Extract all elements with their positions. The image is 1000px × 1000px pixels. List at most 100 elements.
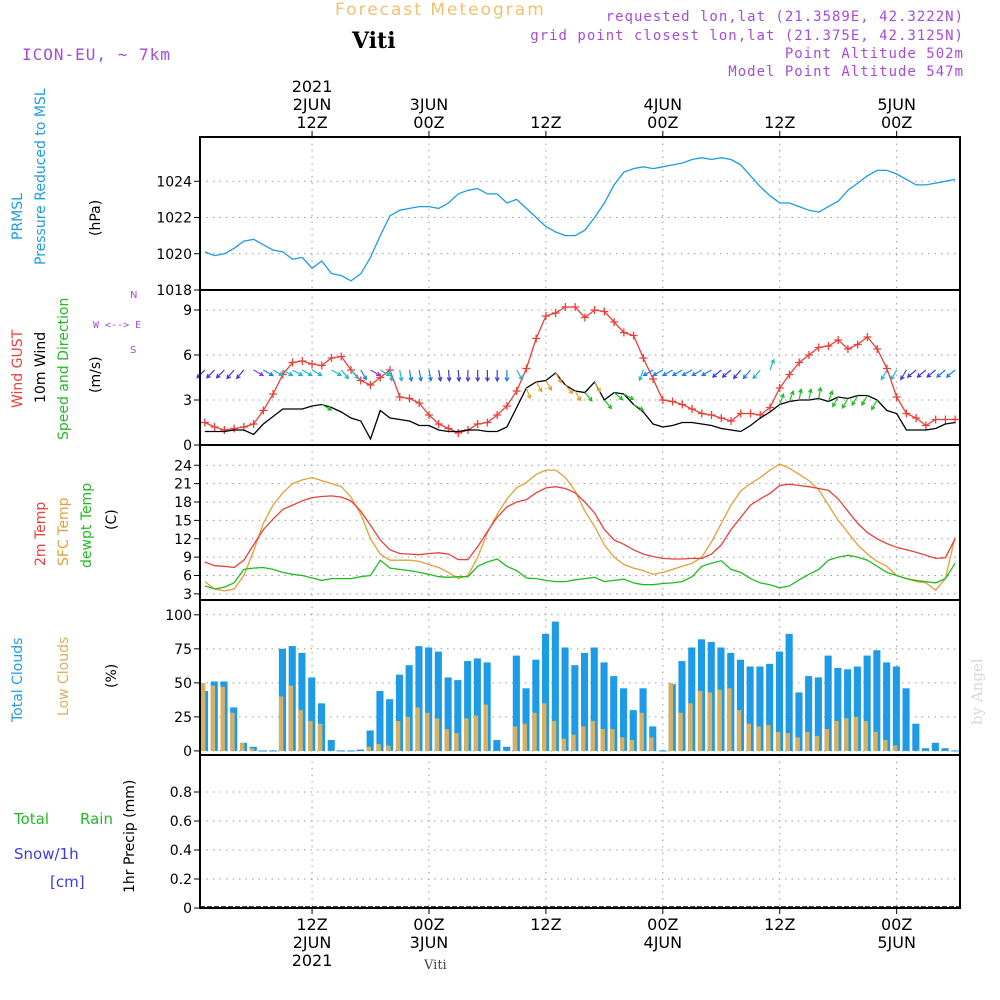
- wind-direction-arrow: [584, 392, 593, 402]
- low-cloud-bar: [230, 712, 235, 751]
- wind-direction-arrow: [525, 387, 532, 400]
- wind-direction-arrow: [638, 369, 644, 382]
- y-tick-label: 1018: [156, 283, 192, 299]
- low-cloud-bar: [551, 721, 557, 751]
- total-cloud-bar: [581, 652, 589, 751]
- y-tick-label: 75: [174, 642, 192, 658]
- gust-point: [571, 303, 580, 311]
- gust-point: [230, 424, 239, 433]
- wind-direction-arrow: [681, 369, 693, 377]
- low-cloud-bar: [278, 696, 284, 751]
- low-cloud-bar: [425, 712, 430, 751]
- wind-direction-arrow: [437, 369, 443, 383]
- low-cloud-bar: [590, 721, 596, 751]
- low-cloud-bar: [678, 712, 683, 751]
- total-cloud-bar: [473, 658, 481, 751]
- y-tick-label: 100: [165, 608, 192, 624]
- wind-direction-arrow: [360, 369, 367, 381]
- wind-direction-arrow: [465, 370, 471, 383]
- wind-direction-arrow: [398, 369, 404, 383]
- total-cloud-bar: [688, 647, 696, 751]
- bottom-time-label: 00Z: [881, 915, 912, 934]
- y-tick-label: 6: [183, 348, 192, 364]
- low-cloud-bar: [805, 731, 810, 751]
- gust-point: [639, 354, 648, 362]
- wind-direction-arrow: [446, 369, 452, 383]
- bottom-time-label: 4JUN: [644, 933, 683, 952]
- low-cloud-bar: [298, 710, 303, 751]
- wind-direction-arrow: [798, 387, 803, 401]
- gust-point: [200, 418, 209, 427]
- y-tick-label: 50: [174, 676, 192, 692]
- gust-point: [220, 426, 229, 434]
- low-cloud-bar: [561, 738, 566, 751]
- low-cloud-bar: [766, 725, 771, 751]
- total-cloud-bar: [366, 730, 374, 751]
- low-cloud-bar: [395, 721, 401, 751]
- total-cloud-bar: [853, 666, 861, 751]
- total-cloud-bar: [756, 666, 764, 751]
- y-tick-label: 15: [174, 513, 192, 529]
- total-cloud-bar: [454, 680, 462, 751]
- gust-point: [931, 415, 940, 424]
- total-cloud-bar: [736, 659, 744, 751]
- total-rain-label-a: Total: [14, 810, 50, 828]
- total-cloud-bar: [785, 633, 793, 751]
- gust-point: [512, 387, 521, 395]
- top-time-label: 00Z: [647, 113, 678, 132]
- gust-point: [366, 381, 375, 389]
- gust-point: [882, 364, 891, 373]
- low-cloud-bar: [853, 716, 859, 751]
- gust-point: [405, 394, 414, 403]
- gust-point: [668, 397, 677, 406]
- gust-point: [337, 352, 346, 361]
- gust-point: [551, 309, 560, 317]
- wind-direction-arrow: [564, 384, 574, 395]
- y-tick-label: 1024: [156, 174, 192, 190]
- gust-point: [288, 358, 297, 367]
- low-cloud-bar: [688, 703, 693, 751]
- low-cloud-bar: [522, 723, 527, 751]
- low-cloud-bar: [746, 723, 751, 751]
- gust-point: [912, 414, 921, 422]
- wind-direction-arrow: [936, 369, 946, 378]
- wind-direction-arrow: [408, 369, 414, 383]
- total-cloud-bar: [571, 665, 579, 751]
- total-cloud-bar: [600, 662, 608, 751]
- gust-point: [941, 415, 950, 424]
- wind-direction-arrow: [321, 403, 333, 411]
- wind-direction-arrow: [263, 369, 274, 377]
- compass-west-east: W <--> E: [93, 320, 142, 331]
- wind-direction-arrow: [926, 369, 936, 378]
- wind-direction-arrow: [427, 369, 433, 383]
- snow-unit: [cm]: [50, 873, 85, 891]
- wind-direction-arrow: [235, 369, 245, 380]
- total-cloud-bar: [503, 746, 511, 751]
- total-cloud-bar: [834, 667, 842, 751]
- low-cloud-bar: [610, 729, 615, 751]
- wind-direction-arrow: [642, 369, 654, 377]
- total-cloud-bar: [775, 651, 783, 751]
- wind-direction-arrow: [711, 369, 722, 378]
- low-cloud-bar: [444, 729, 449, 751]
- gust-point: [649, 375, 658, 383]
- top-year-label: 2021: [292, 77, 333, 96]
- gust-point: [814, 343, 823, 352]
- total-cloud-bar: [892, 666, 900, 751]
- low-cloud-bar: [629, 740, 635, 751]
- total-cloud-bar: [795, 692, 803, 751]
- y-tick-label: 6: [183, 569, 192, 585]
- grid-point-location: grid point closest lon,lat (21.375E, 42.…: [530, 28, 964, 44]
- total-cloud-bar: [922, 748, 930, 751]
- wind-direction-arrow: [603, 399, 613, 410]
- bottom-time-label: 12Z: [764, 915, 795, 934]
- total-cloud-bar: [415, 646, 423, 751]
- station-name: Viti: [352, 28, 396, 54]
- wind-direction-arrow: [205, 369, 216, 379]
- total-cloud-bar: [405, 665, 413, 751]
- low-cloud-bar: [386, 745, 391, 751]
- point-altitude: Point Altitude 502m: [784, 46, 964, 62]
- gust-point: [327, 354, 336, 362]
- wind-direction-arrow: [700, 369, 712, 377]
- gust-point: [502, 402, 511, 410]
